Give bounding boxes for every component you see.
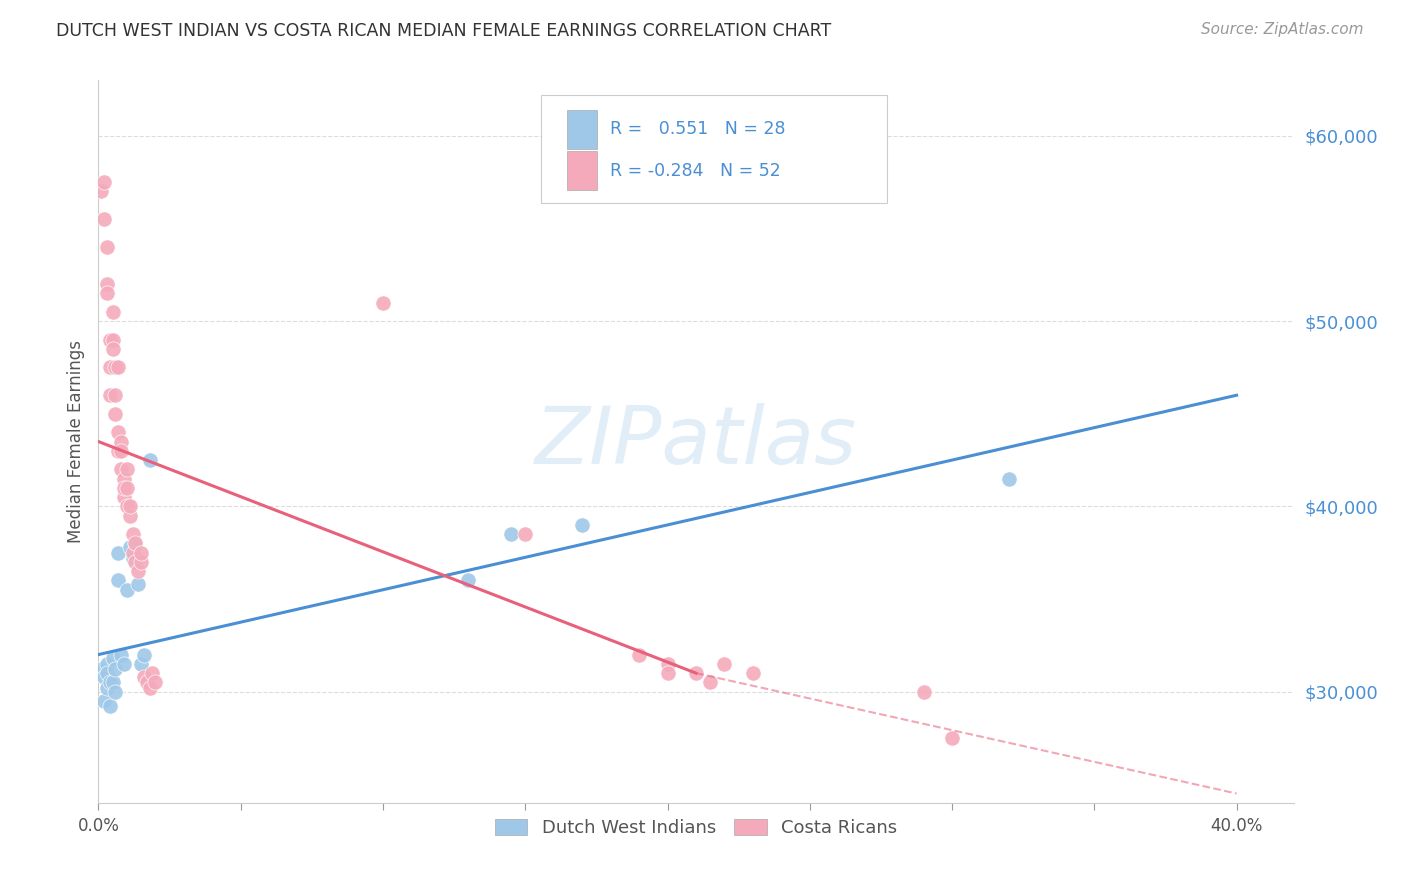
Point <box>96 277 118 291</box>
Point <box>104 388 127 402</box>
Point <box>96 240 118 254</box>
Point <box>112 472 135 486</box>
Point <box>115 481 138 495</box>
Point <box>115 462 138 476</box>
Point <box>118 508 141 523</box>
Point <box>129 555 152 569</box>
Point <box>98 333 121 347</box>
Point <box>127 564 149 578</box>
Point <box>127 577 149 591</box>
Point <box>112 657 135 671</box>
Point <box>110 434 132 449</box>
Point <box>107 546 129 560</box>
Point <box>98 699 121 714</box>
Point <box>93 212 115 227</box>
Point <box>121 546 143 560</box>
Point <box>101 305 124 319</box>
Point <box>96 657 118 671</box>
Point <box>96 666 118 681</box>
Point <box>110 462 132 476</box>
Point <box>685 666 707 681</box>
Point <box>713 657 735 671</box>
Point <box>129 657 152 671</box>
Point <box>499 527 522 541</box>
Point <box>107 574 129 588</box>
Point <box>112 481 135 495</box>
Point <box>741 666 763 681</box>
Point <box>104 360 127 375</box>
Point <box>93 175 115 189</box>
Point <box>101 333 124 347</box>
Point <box>515 527 537 541</box>
Point <box>141 666 163 681</box>
Point <box>104 684 127 698</box>
Point <box>101 675 124 690</box>
Point <box>138 681 160 695</box>
Point <box>941 731 963 745</box>
Point <box>101 342 124 356</box>
Legend: Dutch West Indians, Costa Ricans: Dutch West Indians, Costa Ricans <box>488 812 904 845</box>
Point <box>107 425 129 440</box>
Point <box>115 582 138 597</box>
Point <box>118 540 141 554</box>
Point <box>90 185 112 199</box>
Y-axis label: Median Female Earnings: Median Female Earnings <box>66 340 84 543</box>
Text: R = -0.284   N = 52: R = -0.284 N = 52 <box>610 161 780 179</box>
Point <box>135 675 157 690</box>
Point <box>93 694 115 708</box>
Point <box>124 536 146 550</box>
Point <box>107 360 129 375</box>
Point <box>107 443 129 458</box>
Point <box>115 500 138 514</box>
Point <box>118 500 141 514</box>
Point <box>124 555 146 569</box>
FancyBboxPatch shape <box>541 95 887 203</box>
Text: Source: ZipAtlas.com: Source: ZipAtlas.com <box>1201 22 1364 37</box>
Text: DUTCH WEST INDIAN VS COSTA RICAN MEDIAN FEMALE EARNINGS CORRELATION CHART: DUTCH WEST INDIAN VS COSTA RICAN MEDIAN … <box>56 22 831 40</box>
Point <box>657 657 679 671</box>
Point <box>138 453 160 467</box>
FancyBboxPatch shape <box>567 151 596 191</box>
Point <box>129 546 152 560</box>
Point <box>104 662 127 676</box>
Point <box>457 574 479 588</box>
Point <box>98 675 121 690</box>
Point <box>121 551 143 566</box>
Point <box>90 662 112 676</box>
Point <box>143 675 166 690</box>
Point <box>121 527 143 541</box>
Point <box>657 666 679 681</box>
Point <box>124 536 146 550</box>
Point <box>96 681 118 695</box>
Point <box>371 295 394 310</box>
Point <box>96 286 118 301</box>
FancyBboxPatch shape <box>567 110 596 149</box>
Point <box>98 388 121 402</box>
Point <box>998 472 1021 486</box>
Point <box>93 670 115 684</box>
Point <box>110 443 132 458</box>
Point <box>132 648 155 662</box>
Point <box>699 675 721 690</box>
Point <box>110 648 132 662</box>
Point <box>912 684 935 698</box>
Text: ZIPatlas: ZIPatlas <box>534 402 858 481</box>
Point <box>132 670 155 684</box>
Point <box>628 648 651 662</box>
Point <box>98 360 121 375</box>
Point <box>104 407 127 421</box>
Point <box>571 517 593 532</box>
Point <box>101 651 124 665</box>
Text: R =   0.551   N = 28: R = 0.551 N = 28 <box>610 120 786 138</box>
Point <box>112 490 135 504</box>
